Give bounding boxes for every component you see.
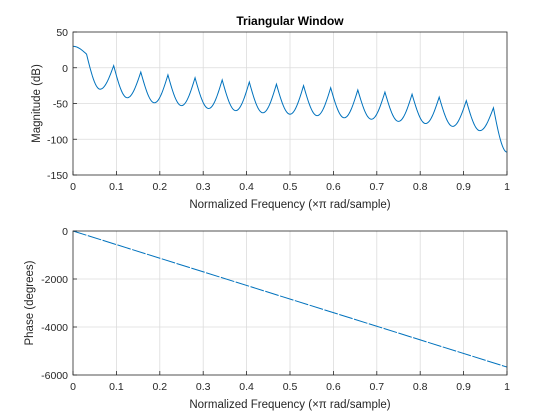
magnitude-ticks: 0 0.1 0.2 0.3 0.4 0.5 0.6 0.7 0.8 0.9 1 50 0 -50 -100 -… — [47, 27, 510, 193]
phase-ticks: 0 0.1 0.2 0.3 0.4 0.5 0.6 0.7 0.8 0.9 1 0 -2000 -4000… — [41, 226, 510, 393]
phase-x-tick-label: 0.8 — [413, 381, 428, 393]
phase-x-axis-label: Normalized Frequency (×π rad/sample) — [189, 399, 390, 411]
magnitude-y-tick-label: 0 — [62, 63, 68, 75]
magnitude-x-tick-label: 0.3 — [196, 181, 211, 193]
phase-x-tick-label: 0 — [70, 381, 76, 393]
phase-grid — [73, 231, 507, 375]
magnitude-x-tick-label: 0.6 — [326, 181, 341, 193]
magnitude-axes: 0 0.1 0.2 0.3 0.4 0.5 0.6 0.7 0.8 0.9 1 50 0 -50 -100 -… — [31, 14, 510, 211]
phase-y-tick-label: 0 — [62, 226, 68, 238]
magnitude-y-tick-label: -50 — [53, 99, 68, 111]
phase-x-tick-label: 0.2 — [152, 381, 167, 393]
phase-x-tick-label: 0.4 — [239, 381, 254, 393]
magnitude-y-tick-label: 50 — [56, 27, 68, 39]
magnitude-x-tick-label: 0.7 — [369, 181, 384, 193]
phase-x-tick-label: 0.7 — [369, 381, 384, 393]
phase-x-tick-label: 0.6 — [326, 381, 341, 393]
magnitude-x-tick-label: 0.1 — [109, 181, 124, 193]
magnitude-y-tick-label: -100 — [47, 134, 68, 146]
magnitude-x-tick-label: 0.5 — [283, 181, 298, 193]
phase-x-tick-label: 1 — [504, 381, 510, 393]
phase-series — [72, 230, 508, 368]
magnitude-x-tick-label: 0.2 — [152, 181, 167, 193]
magnitude-x-tick-label: 0.9 — [456, 181, 471, 193]
phase-y-tick-label: -6000 — [41, 370, 68, 382]
phase-x-tick-label: 0.5 — [283, 381, 298, 393]
magnitude-x-axis-label: Normalized Frequency (×π rad/sample) — [189, 199, 390, 211]
phase-y-axis-label: Phase (degrees) — [24, 260, 36, 345]
phase-y-tick-label: -4000 — [41, 322, 68, 334]
chart-title: Triangular Window — [236, 14, 344, 28]
magnitude-y-axis-label: Magnitude (dB) — [31, 64, 43, 143]
magnitude-x-tick-label: 1 — [504, 181, 510, 193]
phase-y-tick-label: -2000 — [41, 274, 68, 286]
magnitude-y-tick-label: -150 — [47, 170, 68, 182]
phase-axes: 0 0.1 0.2 0.3 0.4 0.5 0.6 0.7 0.8 0.9 1 0 -2000 -4000… — [24, 226, 510, 411]
phase-x-tick-label: 0.9 — [456, 381, 471, 393]
magnitude-x-tick-label: 0.8 — [413, 181, 428, 193]
magnitude-series — [72, 45, 508, 153]
magnitude-x-tick-label: 0.4 — [239, 181, 254, 193]
phase-series-line — [72, 230, 508, 368]
magnitude-x-tick-label: 0 — [70, 181, 76, 193]
magnitude-series-line — [72, 45, 508, 153]
magnitude-grid — [73, 32, 507, 175]
phase-x-tick-label: 0.3 — [196, 381, 211, 393]
phase-x-tick-label: 0.1 — [109, 381, 124, 393]
